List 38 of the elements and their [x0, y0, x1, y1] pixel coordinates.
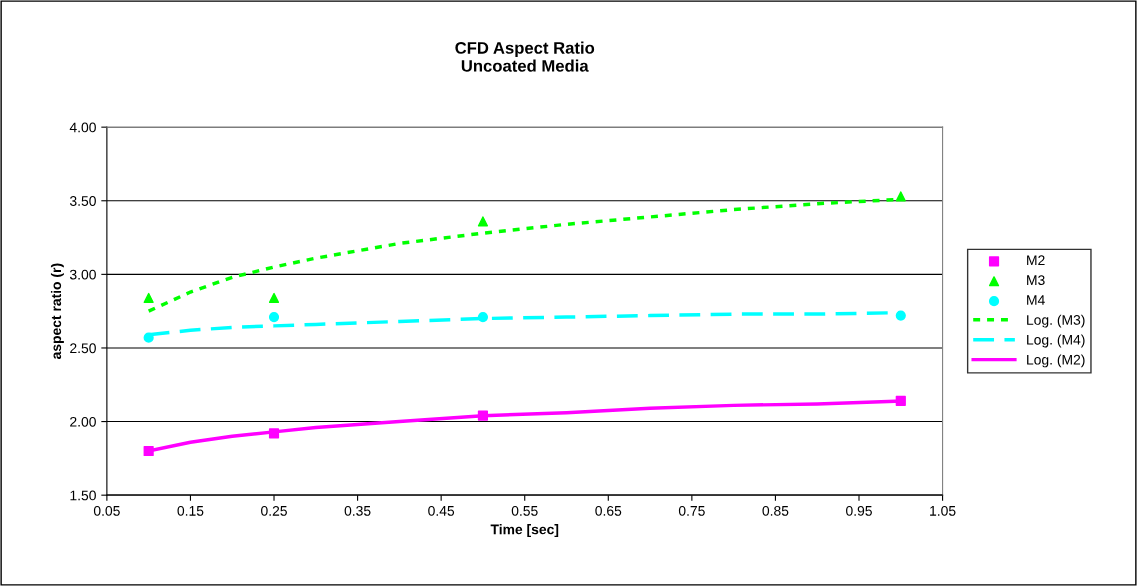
point: [143, 332, 154, 343]
legend-label: M4: [1027, 295, 1045, 305]
x-axis-title: Time [sec]: [490, 524, 559, 538]
x-tick-label: 0.55: [511, 505, 538, 516]
y-tick-label: 1.50: [70, 490, 96, 501]
y-axis-title: aspect ratio (r): [50, 263, 64, 359]
point: [477, 410, 489, 421]
point: [143, 292, 154, 304]
x-tick-label: 0.15: [177, 505, 204, 516]
x-tick-label: 0.45: [428, 505, 455, 516]
y-tick-label: 3.00: [69, 269, 96, 280]
x-tick-label: 0.95: [846, 505, 872, 516]
point: [895, 191, 906, 202]
point: [477, 216, 489, 227]
point: [895, 395, 906, 407]
y-tick-label: 4.00: [69, 122, 96, 133]
y-tick-label: 3.50: [69, 196, 96, 206]
point: [477, 311, 489, 323]
x-tick-label: 0.85: [762, 505, 789, 516]
x-tick-label: 0.25: [261, 505, 287, 516]
point: [268, 311, 280, 323]
y-tick-label: 2.50: [70, 343, 96, 354]
x-tick-label: 0.75: [678, 505, 705, 516]
point: [268, 428, 280, 439]
legend-label: Log. (M3): [1027, 314, 1085, 328]
point: [895, 310, 906, 321]
legend-label: Log. (M2): [1027, 354, 1085, 368]
legend-label: M3: [1027, 275, 1045, 286]
y-tick-label: 2.00: [70, 416, 96, 427]
x-tick-label: 0.35: [344, 505, 371, 516]
chart-title: CFD Aspect Ratio Uncoated Media: [455, 41, 595, 72]
legend-label: Log. (M4): [1027, 334, 1085, 348]
legend-label: M2: [1027, 255, 1045, 266]
x-tick-label: 1.05: [930, 505, 956, 516]
point: [268, 292, 280, 304]
point: [143, 445, 154, 457]
x-tick-label: 0.65: [595, 505, 622, 516]
x-tick-label: 0.05: [93, 505, 120, 516]
